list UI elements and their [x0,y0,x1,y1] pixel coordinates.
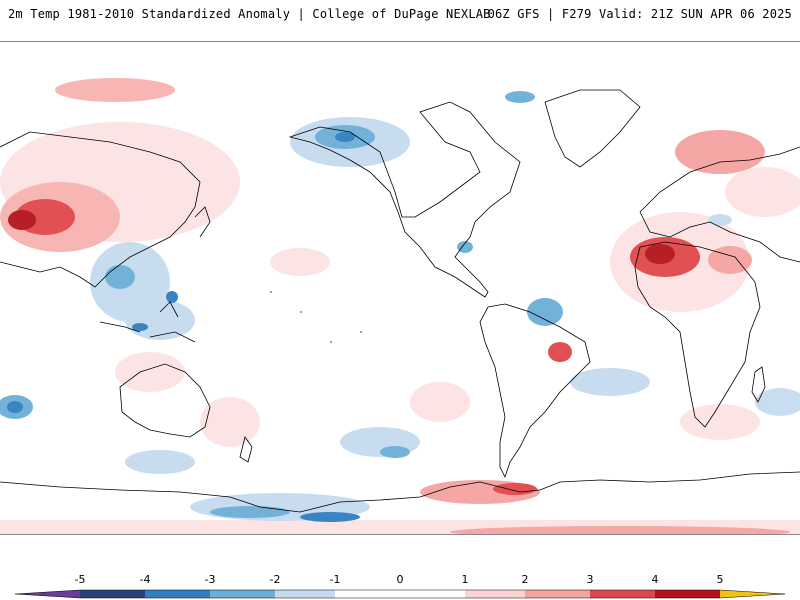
model-valid-time: 06Z GFS | F279 Valid: 21Z SUN APR 06 202… [487,7,792,21]
colorbar-segment [210,590,275,598]
anomaly-patch [725,167,800,217]
north-america [288,101,521,298]
header: 2m Temp 1981-2010 Standardized Anomaly |… [0,0,800,30]
map-title: 2m Temp 1981-2010 Standardized Anomaly |… [8,7,491,21]
antarctica [0,471,800,513]
colorbar-tick: 2 [521,573,529,586]
anomaly-patch [300,512,360,522]
anomaly-patch [493,483,537,495]
anomaly-patch [505,91,535,103]
colorbar-segment [275,590,335,598]
colorbar-segment [80,590,145,598]
colorbar-tick: -1 [329,573,341,586]
anomaly-patch [645,244,675,264]
anomaly-patch [708,214,732,226]
colorbar-segment [465,590,525,598]
colorbar-tick: 3 [586,573,594,586]
anomaly-patch [675,130,765,174]
anomaly-patch [115,352,185,392]
colorbar-tick: 1 [461,573,469,586]
anomaly-patch [380,446,410,458]
anomaly-patch [755,388,800,416]
colorbar-segment [145,590,210,598]
south-america [479,303,591,479]
colorbar-svg [14,589,786,599]
greenland [544,89,641,168]
madagascar [751,366,766,403]
anomaly-patch [125,450,195,474]
colorbar-tick: -5 [74,573,86,586]
anomaly-patch [105,265,135,289]
colorbar-segment [655,590,720,598]
anomaly-patch [200,397,260,447]
colorbar-tick: 4 [651,573,659,586]
map-svg [0,78,800,534]
colorbar-tick: 5 [716,573,724,586]
new-zealand [239,436,253,463]
colorbar-tick: -3 [204,573,216,586]
colorbar-outline [14,589,786,599]
anomaly-patch [457,241,473,253]
anomaly-patch [548,342,572,362]
anomaly-patch [450,526,790,534]
colorbar-tick: -4 [139,573,151,586]
australia [119,363,211,438]
anomaly-patch [210,506,290,518]
anomaly-patch [166,291,178,303]
anomaly-patch [132,323,148,331]
pacific-islands [270,291,362,343]
anomaly-map [0,41,800,535]
anomaly-patch [55,78,175,102]
anomaly-patch [708,246,752,274]
anomaly-patch [7,401,23,413]
eurasia [0,131,800,288]
colorbar-segment [525,590,590,598]
anomaly-patch [680,404,760,440]
africa [634,241,761,428]
colorbar-tick: -2 [269,573,281,586]
anomaly-patch [125,300,195,340]
europe [639,211,800,263]
japan [194,206,211,238]
colorbar-segment [590,590,655,598]
colorbar-segment [335,590,465,598]
anomaly-patch [8,210,36,230]
anomaly-patch [270,248,330,276]
coastlines [0,89,800,513]
colorbar-right-arrow [720,590,785,598]
anomaly-shading [0,78,800,534]
anomaly-patch [335,132,355,142]
anomaly-patch [527,298,563,326]
colorbar: -5 -4 -3 -2 -1 0 1 2 3 4 5 [0,560,800,600]
colorbar-left-arrow [15,590,80,598]
anomaly-patch [570,368,650,396]
maritime-continent [99,301,196,343]
anomaly-patch [410,382,470,422]
colorbar-tick: 0 [396,573,404,586]
